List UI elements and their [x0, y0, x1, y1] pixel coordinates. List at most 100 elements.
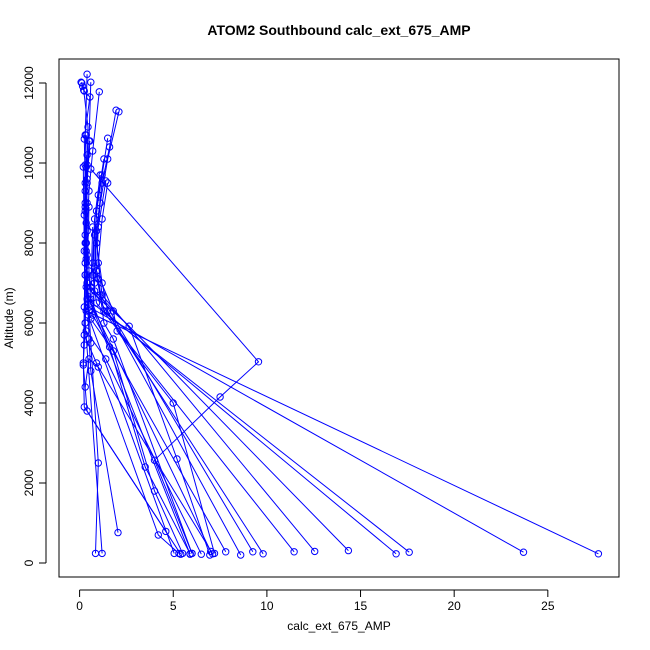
plot-frame [58, 58, 620, 578]
series-line [90, 168, 260, 554]
x-tick-label: 10 [260, 599, 274, 613]
data-point [94, 363, 103, 371]
data-point [216, 393, 224, 401]
series-line [96, 270, 215, 554]
series-28 [80, 331, 183, 558]
data-point [104, 179, 112, 187]
data-point [87, 295, 95, 303]
data-point [519, 548, 528, 556]
data-point [89, 311, 97, 319]
data-point [85, 203, 93, 211]
data-point [249, 548, 257, 556]
data-point [197, 550, 206, 558]
data-point [311, 547, 319, 556]
data-point [100, 155, 108, 163]
series-line [90, 298, 191, 555]
data-point [94, 275, 103, 283]
data-point [92, 359, 101, 367]
data-point [80, 341, 89, 349]
series-24 [87, 315, 187, 558]
data-point [594, 550, 603, 558]
data-point [90, 215, 99, 223]
data-point [79, 361, 88, 369]
data-point [109, 307, 118, 315]
data-point [237, 551, 245, 559]
data-point [92, 227, 101, 235]
series-line [95, 111, 242, 556]
data-point [84, 123, 92, 131]
data-point [85, 355, 93, 363]
data-point [89, 259, 97, 267]
data-point [98, 549, 106, 558]
data-point [405, 548, 413, 556]
series-line [82, 234, 167, 532]
x-tick-label: 15 [354, 599, 368, 613]
data-point [80, 87, 89, 95]
x-tick-label: 5 [170, 599, 177, 613]
series-11 [94, 179, 319, 556]
data-point [89, 223, 97, 231]
y-tick-label: 8000 [22, 229, 36, 256]
data-point [82, 255, 90, 263]
data-point [344, 546, 353, 555]
axes-layer: 0 5 10 15 20 25 0 2000 4000 6000 8000 10000 12000 [22, 66, 555, 613]
data-point [83, 407, 91, 415]
data-point [86, 137, 94, 145]
data-point [104, 134, 112, 142]
data-point [79, 163, 88, 171]
series-27 [87, 295, 194, 558]
series-21 [87, 223, 214, 559]
data-point [80, 331, 89, 339]
x-axis-label: calc_ext_675_AMP [287, 619, 390, 633]
series-25 [82, 327, 206, 558]
series-line [92, 158, 295, 553]
series-line [85, 330, 202, 555]
y-tick-label: 4000 [22, 389, 36, 416]
data-point [113, 327, 121, 335]
data-point [141, 463, 149, 471]
series-19 [83, 203, 122, 537]
series-line [97, 278, 193, 554]
data-point [96, 171, 104, 179]
series-line [92, 174, 349, 551]
x-tick-label: 25 [541, 599, 555, 613]
y-tick-label: 2000 [22, 469, 36, 496]
data-point [208, 550, 217, 558]
data-point [100, 307, 108, 315]
series-line [84, 154, 524, 553]
data-point [82, 131, 90, 139]
data-point [82, 307, 90, 315]
y-axis-label: Altitude (m) [2, 287, 16, 348]
series-10 [89, 155, 298, 556]
data-point [98, 215, 106, 223]
data-point [87, 165, 95, 173]
x-tick-label: 20 [448, 599, 462, 613]
data-point [82, 327, 90, 335]
data-point [178, 549, 187, 558]
data-point [102, 177, 110, 185]
data-point [173, 455, 181, 463]
data-point [125, 322, 133, 330]
series-line [82, 166, 182, 555]
data-point [83, 271, 91, 279]
data-point [392, 550, 400, 558]
series-20 [79, 231, 170, 536]
series-line [86, 91, 212, 552]
data-point [78, 82, 87, 90]
data-point [169, 399, 177, 407]
series-line [92, 110, 227, 553]
data-point [85, 267, 93, 275]
series-12 [89, 171, 353, 555]
data-point [81, 161, 89, 169]
y-tick-label: 12000 [22, 66, 36, 100]
data-point [81, 383, 89, 391]
series-line [86, 206, 119, 533]
data-point [115, 108, 123, 116]
data-point [254, 358, 263, 366]
data-point [87, 315, 95, 323]
chart-title: ATOM2 Southbound calc_ext_675_AMP [207, 22, 470, 38]
data-point [290, 548, 298, 556]
